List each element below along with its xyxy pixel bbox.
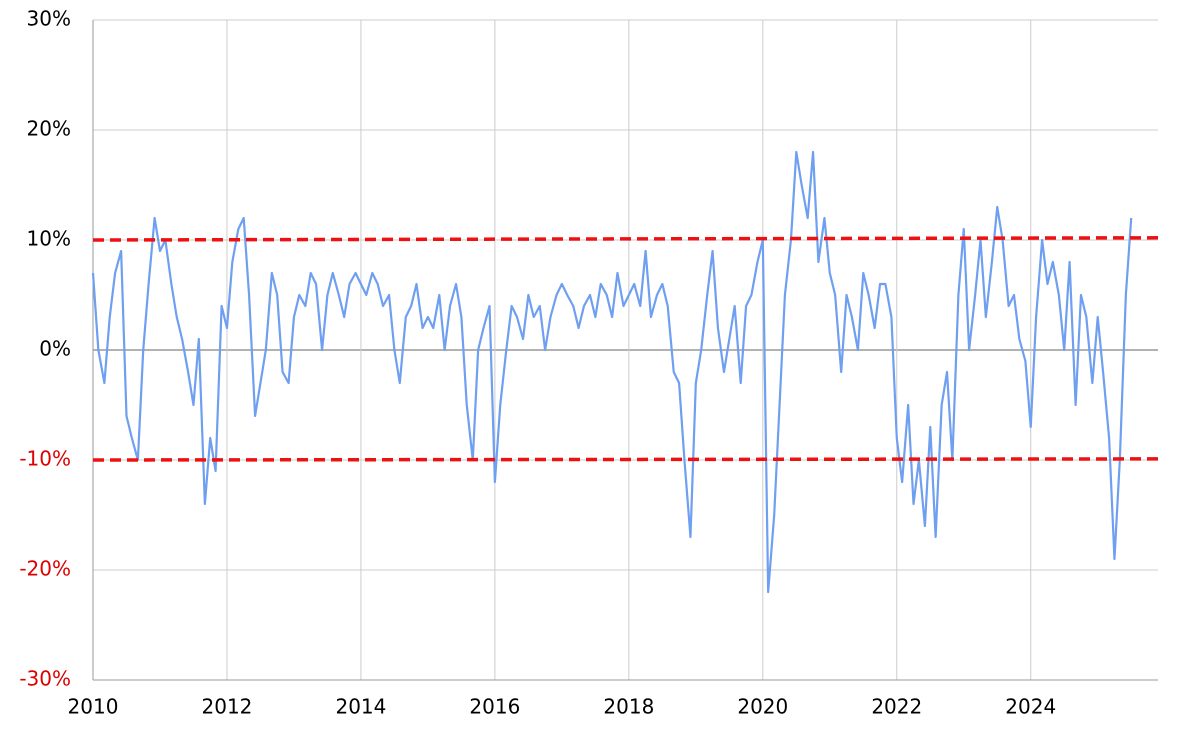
y-tick-label: -10% [19,447,71,471]
x-tick-label: 2018 [603,695,654,719]
y-tick-label: -30% [19,667,71,691]
reference-line [92,457,1159,462]
x-tick-label: 2024 [1005,695,1056,719]
y-tick-label: 0% [39,337,71,361]
x-tick-label: 2014 [335,695,386,719]
x-tick-label: 2022 [871,695,922,719]
x-tick-label: 2016 [469,695,520,719]
y-tick-label: 10% [27,227,71,251]
y-tick-label: -20% [19,557,71,581]
reference-line [92,236,1159,242]
x-tick-label: 2012 [202,695,253,719]
y-tick-label: 20% [27,117,71,141]
x-tick-label: 2010 [68,695,119,719]
y-tick-label: 30% [27,7,71,31]
data-line [91,150,1133,594]
x-tick-label: 2020 [737,695,788,719]
